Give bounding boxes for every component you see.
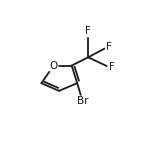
- Text: F: F: [106, 42, 112, 52]
- Text: F: F: [85, 26, 91, 36]
- Text: F: F: [109, 62, 114, 72]
- Text: O: O: [49, 61, 58, 71]
- Text: Br: Br: [77, 96, 88, 106]
